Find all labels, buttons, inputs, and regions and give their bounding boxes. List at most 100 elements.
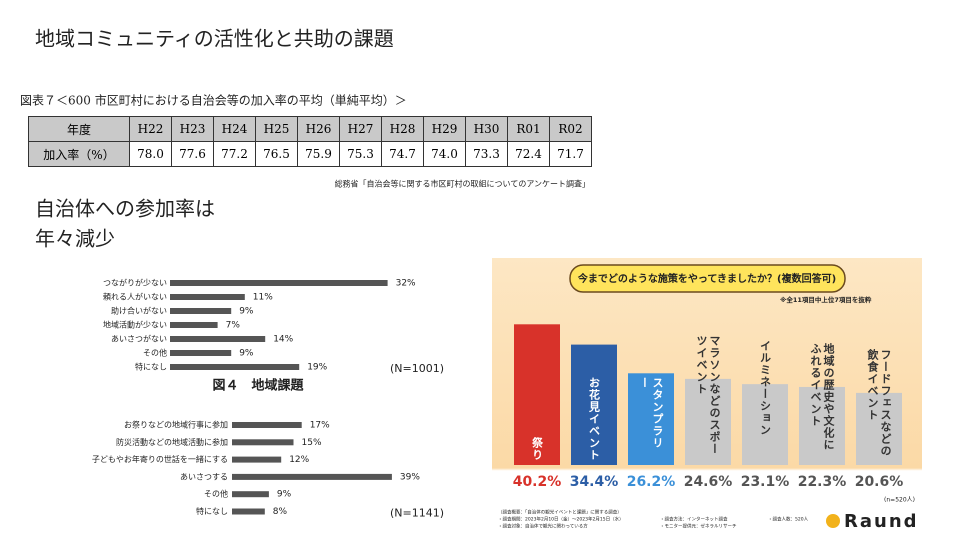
logo: Raund	[844, 511, 919, 532]
table-row: 加入率（%） 78.0 77.6 77.2 76.5 75.9 75.3 74.7 74.0 73…	[28, 141, 592, 167]
bar	[170, 350, 232, 356]
value-label: 34.4%	[570, 474, 619, 490]
summary-line: 年々減少	[35, 227, 115, 251]
category-label: 地域の歴史や文化にふれるイベント	[809, 342, 835, 451]
bar	[514, 324, 560, 465]
bar	[685, 378, 731, 465]
table-cell: H22	[129, 116, 172, 142]
bar	[170, 294, 245, 300]
value-label: 23.1%	[741, 474, 790, 490]
category-label: その他	[204, 489, 228, 499]
bar	[742, 384, 788, 465]
category-label: 防災活動などの地域活動に参加	[116, 437, 228, 447]
footnote: （調査概要：「自治体の観光イベントと課題」に関する調査）	[498, 509, 622, 516]
table-cell: 78.0	[129, 141, 172, 167]
table-cell: 71.7	[549, 141, 592, 167]
bar	[232, 508, 265, 515]
bar	[170, 280, 388, 286]
table-cell: H25	[255, 116, 298, 142]
bar	[170, 336, 266, 342]
category-label: お花見イベント	[587, 376, 601, 461]
table-cell: H26	[297, 116, 340, 142]
category-label: 地域活動が少ない	[103, 320, 167, 330]
value-label: 9%	[239, 307, 254, 317]
value-label: 9%	[239, 349, 254, 359]
table-cell: 年度	[28, 116, 130, 142]
bar	[571, 344, 617, 465]
category-label: 特になし	[135, 362, 167, 372]
category-label: フードフェスなどの飲食イベント	[866, 348, 892, 457]
bar	[628, 373, 674, 465]
value-label: 8%	[273, 507, 288, 517]
table-cell: 77.6	[171, 141, 214, 167]
bar-label-box: 地域の歴史や文化にふれるイベント	[809, 342, 835, 451]
value-label: 39%	[400, 472, 420, 482]
value-label: 26.2%	[627, 474, 676, 490]
bar	[232, 473, 392, 480]
category-label: 頼れる人がいない	[103, 292, 167, 302]
value-label: 32%	[396, 279, 416, 289]
table-cell: H30	[465, 116, 508, 142]
footnote: ・調査対象：自治体で観光に関わっている方	[498, 523, 588, 530]
value-label: 24.6%	[684, 474, 733, 490]
table-cell: R01	[507, 116, 550, 142]
table-cell: 76.5	[255, 141, 298, 167]
table-cell: 74.0	[423, 141, 466, 167]
bar	[170, 322, 218, 328]
category-label: つながりが少ない	[103, 278, 167, 288]
table-cell: H28	[381, 116, 424, 142]
footnote: ・モニター提供元：ゼネラルリサーチ	[660, 523, 737, 530]
table-cell: 加入率（%）	[28, 141, 130, 167]
table-cell: R02	[549, 116, 592, 142]
bar	[856, 392, 902, 465]
table-caption: 図表７＜600 市区町村における自治会等の加入率の平均（単純平均）＞	[20, 93, 407, 108]
category-label: お祭りなどの地域行事に参加	[124, 420, 228, 430]
category-label: スタンプラリー	[638, 377, 664, 450]
table-cell: 72.4	[507, 141, 550, 167]
table-cell: 74.7	[381, 141, 424, 167]
sample-size: (N=1141)	[390, 507, 444, 520]
bar	[232, 456, 282, 463]
category-label: 祭り	[530, 436, 544, 461]
table-cell: 73.3	[465, 141, 508, 167]
table-cell: H24	[213, 116, 256, 142]
value-label: 14%	[273, 335, 293, 345]
bar	[232, 491, 269, 498]
bar-label-box: フードフェスなどの飲食イベント	[866, 348, 892, 457]
value-label: 17%	[310, 421, 330, 431]
table-cell: 75.9	[297, 141, 340, 167]
bar-label-box: スタンプラリー	[638, 377, 664, 450]
bar-label-box: お花見イベント	[587, 376, 601, 461]
category-label: イルミネーション	[758, 340, 772, 437]
value-label: 20.6%	[855, 474, 904, 490]
category-label: あいさつする	[180, 472, 228, 481]
table-cell: 75.3	[339, 141, 382, 167]
value-label: 19%	[307, 363, 327, 373]
value-label: 22.3%	[798, 474, 847, 490]
table-cell: H29	[423, 116, 466, 142]
category-label: あいさつがない	[111, 334, 167, 344]
logo-icon	[826, 514, 840, 528]
value-label: 7%	[226, 321, 241, 331]
category-label: その他	[143, 348, 167, 358]
bar-label-box: イルミネーション	[758, 340, 772, 437]
question-title: 今までどのような施策をやってきましたか？(複数回答可)	[577, 272, 836, 285]
footnote: ・調査期間：2023年2月10日（金）〜2023年2月15日（水）	[498, 516, 624, 523]
summary-line: 自治体への参加率は	[35, 197, 215, 221]
bar	[170, 364, 300, 370]
table-cell: H27	[339, 116, 382, 142]
sample-size: (N=1001)	[390, 362, 444, 375]
chart-subtitle: ※全11項目中上位7項目を抜粋	[780, 295, 872, 304]
category-label: 助け合いがない	[111, 306, 167, 316]
category-label: 子どもやお年寄りの世話を一緒にする	[92, 454, 228, 464]
bar	[232, 422, 302, 428]
category-label: マラソンなどのスポーツイベント	[695, 334, 721, 455]
table-cell: H23	[171, 116, 214, 142]
chart-caption: 図４ 地域課題	[212, 378, 304, 394]
value-label: 11%	[253, 293, 273, 303]
bar	[170, 308, 232, 314]
table-cell: 77.2	[213, 141, 256, 167]
membership-table: 年度 H22 H23 H24 H25 H26 H27 H28 H29 H30 R01 R02 加入率（%…	[28, 116, 592, 167]
